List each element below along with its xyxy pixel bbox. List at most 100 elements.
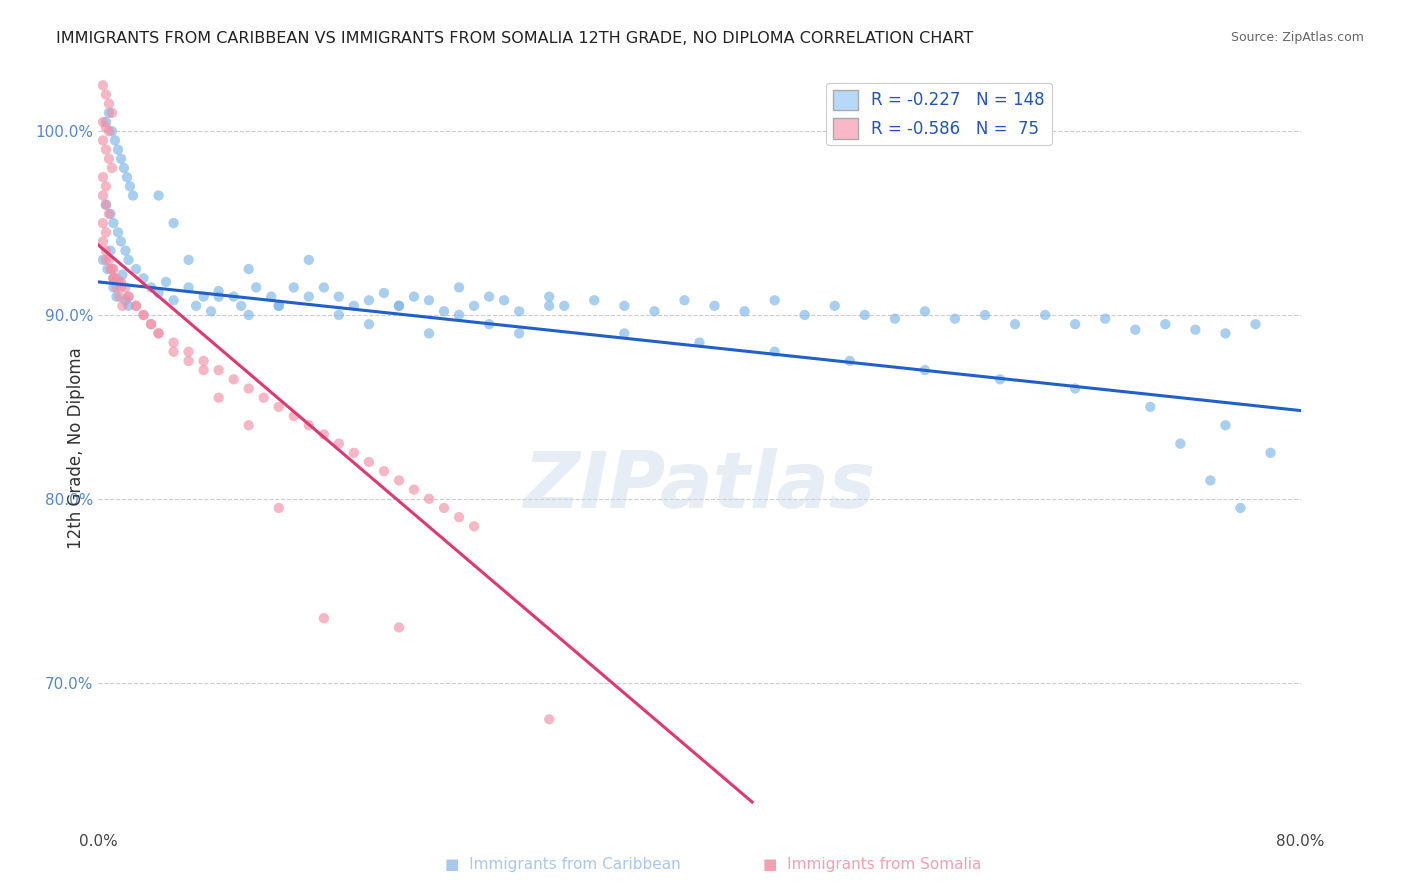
Point xyxy=(107,225,129,239)
Point xyxy=(643,304,665,318)
Point xyxy=(103,216,125,230)
Point xyxy=(343,446,366,460)
Point xyxy=(222,372,245,386)
Point xyxy=(132,308,155,322)
Point xyxy=(1004,317,1026,331)
Text: ■  Immigrants from Caribbean: ■ Immigrants from Caribbean xyxy=(444,857,681,872)
Point xyxy=(388,299,411,313)
Y-axis label: 12th Grade, No Diploma: 12th Grade, No Diploma xyxy=(66,347,84,549)
Point xyxy=(838,354,860,368)
Point xyxy=(402,483,425,497)
Point xyxy=(110,280,132,294)
Point xyxy=(110,275,132,289)
Point xyxy=(418,293,440,308)
Point xyxy=(101,161,124,175)
Point xyxy=(312,611,335,625)
Point xyxy=(388,620,411,634)
Point xyxy=(112,161,135,175)
Point xyxy=(97,207,120,221)
Point xyxy=(208,363,231,377)
Point xyxy=(91,78,114,93)
Point xyxy=(94,225,117,239)
Point xyxy=(298,418,321,433)
Point xyxy=(108,290,131,304)
Point xyxy=(260,290,283,304)
Point xyxy=(132,308,155,322)
Point xyxy=(94,143,117,157)
Point xyxy=(162,335,184,350)
Point xyxy=(91,115,114,129)
Point xyxy=(1064,382,1087,396)
Point xyxy=(94,87,117,102)
Point xyxy=(94,198,117,212)
Point xyxy=(97,96,120,111)
Point xyxy=(373,464,395,478)
Point xyxy=(245,280,267,294)
Point xyxy=(94,252,117,267)
Point xyxy=(298,252,321,267)
Point xyxy=(208,284,231,298)
Point xyxy=(418,326,440,341)
Point xyxy=(1170,436,1192,450)
Point xyxy=(91,235,114,249)
Point xyxy=(433,304,456,318)
Point xyxy=(97,252,120,267)
Point xyxy=(328,290,350,304)
Point xyxy=(418,491,440,506)
Point xyxy=(162,344,184,359)
Point xyxy=(613,326,636,341)
Point xyxy=(117,252,139,267)
Point xyxy=(688,335,710,350)
Point xyxy=(104,133,127,147)
Point xyxy=(1139,400,1161,414)
Point xyxy=(110,235,132,249)
Point xyxy=(91,133,114,147)
Text: ZIPatlas: ZIPatlas xyxy=(523,449,876,524)
Point xyxy=(793,308,815,322)
Point xyxy=(122,188,145,202)
Point xyxy=(583,293,606,308)
Point xyxy=(883,311,905,326)
Point xyxy=(312,280,335,294)
Point xyxy=(114,280,136,294)
Point xyxy=(94,179,117,194)
Text: Source: ZipAtlas.com: Source: ZipAtlas.com xyxy=(1230,31,1364,45)
Point xyxy=(103,271,125,285)
Point xyxy=(118,179,141,194)
Point xyxy=(139,317,162,331)
Point xyxy=(974,308,997,322)
Point xyxy=(94,115,117,129)
Point xyxy=(1184,323,1206,337)
Point xyxy=(613,299,636,313)
Point xyxy=(538,290,561,304)
Point xyxy=(105,271,128,285)
Point xyxy=(298,290,321,304)
Point xyxy=(177,252,200,267)
Point xyxy=(110,152,132,166)
Point xyxy=(763,344,786,359)
Point xyxy=(312,427,335,442)
Point xyxy=(914,363,936,377)
Point xyxy=(328,436,350,450)
Point xyxy=(1260,446,1282,460)
Point xyxy=(97,152,120,166)
Point xyxy=(100,262,122,277)
Point xyxy=(478,317,501,331)
Point xyxy=(763,293,786,308)
Point xyxy=(177,280,200,294)
Point xyxy=(117,290,139,304)
Point xyxy=(463,519,485,533)
Point xyxy=(1215,418,1237,433)
Point xyxy=(231,299,253,313)
Point xyxy=(388,299,411,313)
Point xyxy=(193,363,215,377)
Point xyxy=(853,308,876,322)
Point xyxy=(148,188,170,202)
Point xyxy=(103,271,125,285)
Point xyxy=(132,271,155,285)
Point xyxy=(200,304,222,318)
Point xyxy=(108,275,131,289)
Point xyxy=(283,280,305,294)
Point xyxy=(734,304,756,318)
Point xyxy=(100,244,122,258)
